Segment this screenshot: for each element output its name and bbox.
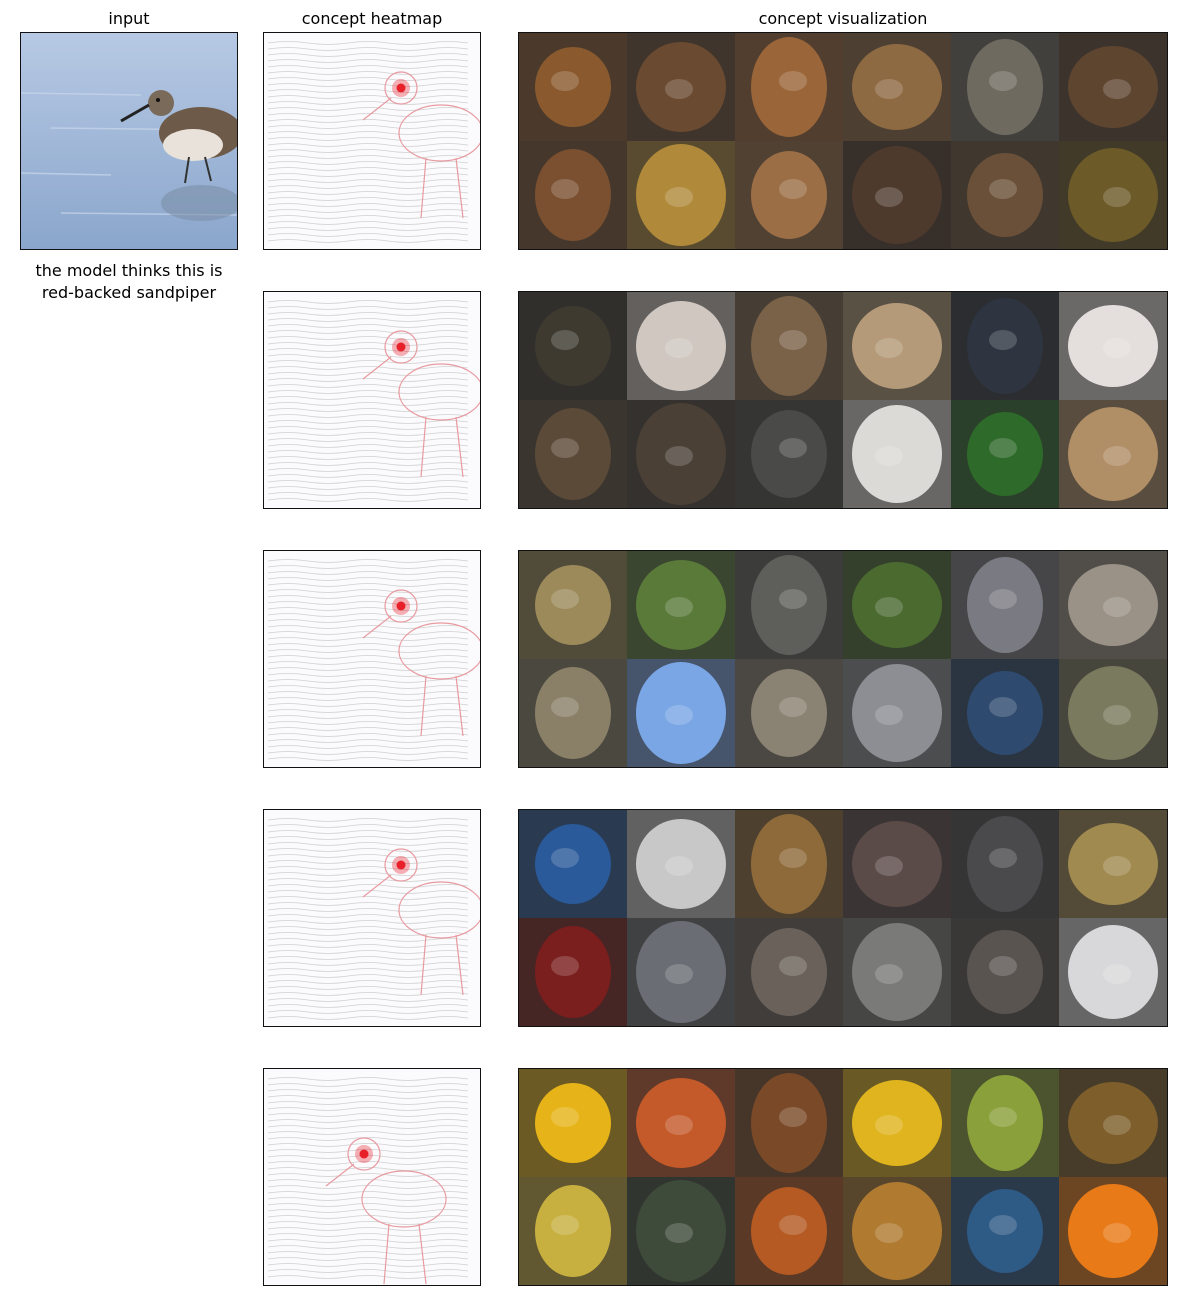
concept-heatmap-4 — [263, 809, 481, 1027]
concept-tile — [843, 33, 951, 141]
concept-tile — [843, 918, 951, 1026]
concept-tile — [951, 33, 1059, 141]
header-concept-heatmap: concept heatmap — [301, 9, 443, 28]
concept-tile — [1059, 1069, 1167, 1177]
concept-tile — [1059, 1177, 1167, 1285]
concept-grid-3 — [518, 550, 1168, 768]
concept-tile — [951, 1069, 1059, 1177]
concept-tile — [735, 292, 843, 400]
concept-tile — [1059, 33, 1167, 141]
concept-tile — [843, 1069, 951, 1177]
concept-heatmap-3 — [263, 550, 481, 768]
concept-tile — [843, 551, 951, 659]
concept-tile — [1059, 918, 1167, 1026]
concept-tile — [843, 292, 951, 400]
concept-tile — [519, 292, 627, 400]
caption-line-1: the model thinks this is — [35, 261, 223, 280]
concept-tile — [843, 659, 951, 767]
header-input: input — [108, 9, 150, 28]
concept-tile — [519, 918, 627, 1026]
concept-tile — [843, 810, 951, 918]
concept-tile — [1059, 810, 1167, 918]
concept-heatmap-5 — [263, 1068, 481, 1286]
concept-tile — [1059, 400, 1167, 508]
concept-tile — [627, 33, 735, 141]
concept-tile — [519, 400, 627, 508]
concept-tile — [1059, 551, 1167, 659]
concept-tile — [519, 141, 627, 249]
concept-tile — [951, 292, 1059, 400]
concept-tile — [519, 1177, 627, 1285]
concept-tile — [735, 400, 843, 508]
concept-tile — [735, 659, 843, 767]
concept-tile — [627, 659, 735, 767]
concept-tile — [627, 1069, 735, 1177]
concept-tile — [735, 810, 843, 918]
concept-tile — [627, 810, 735, 918]
concept-tile — [519, 551, 627, 659]
concept-tile — [735, 1177, 843, 1285]
concept-tile — [627, 292, 735, 400]
concept-tile — [519, 810, 627, 918]
concept-heatmap-2 — [263, 291, 481, 509]
concept-tile — [951, 551, 1059, 659]
concept-tile — [1059, 659, 1167, 767]
concept-grid-4 — [518, 809, 1168, 1027]
concept-tile — [951, 659, 1059, 767]
concept-heatmap-1 — [263, 32, 481, 250]
prediction-caption: the model thinks this is red-backed sand… — [0, 260, 258, 304]
concept-tile — [1059, 292, 1167, 400]
concept-tile — [1059, 141, 1167, 249]
concept-tile — [627, 1177, 735, 1285]
concept-tile — [843, 141, 951, 249]
concept-tile — [519, 659, 627, 767]
concept-tile — [519, 33, 627, 141]
concept-tile — [627, 551, 735, 659]
concept-tile — [951, 400, 1059, 508]
concept-tile — [627, 400, 735, 508]
concept-tile — [843, 1177, 951, 1285]
concept-tile — [735, 918, 843, 1026]
concept-tile — [627, 918, 735, 1026]
concept-tile — [627, 141, 735, 249]
concept-tile — [951, 141, 1059, 249]
concept-tile — [843, 400, 951, 508]
concept-tile — [951, 1177, 1059, 1285]
caption-line-2: red-backed sandpiper — [41, 283, 217, 302]
concept-tile — [735, 33, 843, 141]
concept-tile — [735, 141, 843, 249]
concept-tile — [951, 918, 1059, 1026]
concept-grid-2 — [518, 291, 1168, 509]
concept-tile — [735, 1069, 843, 1177]
concept-tile — [519, 1069, 627, 1177]
concept-tile — [735, 551, 843, 659]
input-image — [20, 32, 238, 250]
concept-grid-5 — [518, 1068, 1168, 1286]
header-concept-visualization: concept visualization — [758, 9, 928, 28]
concept-tile — [951, 810, 1059, 918]
concept-grid-1 — [518, 32, 1168, 250]
